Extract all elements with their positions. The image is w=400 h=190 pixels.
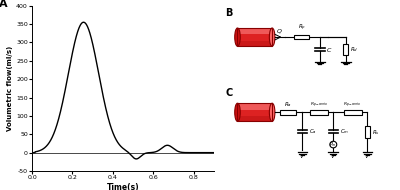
Bar (294, 35, 309, 39)
Text: $V$: $V$ (330, 152, 336, 160)
Bar (238, 28, 272, 34)
Text: $R_{p-anrio}$: $R_{p-anrio}$ (344, 100, 362, 109)
Text: $R_s$: $R_s$ (372, 128, 379, 137)
Text: C: C (225, 88, 233, 97)
Ellipse shape (235, 103, 240, 121)
Text: $V$: $V$ (364, 152, 370, 160)
Text: $V$: $V$ (300, 152, 306, 160)
Text: $C$: $C$ (326, 45, 333, 54)
Bar (365, 126, 370, 138)
Text: $C_a$: $C_a$ (309, 127, 316, 136)
Text: $R_p$: $R_p$ (298, 23, 306, 33)
Bar (344, 110, 362, 115)
Ellipse shape (235, 28, 240, 46)
Bar (238, 116, 272, 121)
Text: $Q$: $Q$ (276, 27, 283, 35)
X-axis label: Time(s): Time(s) (107, 183, 139, 190)
Ellipse shape (269, 103, 275, 121)
Text: $R_d$: $R_d$ (350, 45, 358, 54)
Ellipse shape (269, 28, 275, 46)
Text: $R_a$: $R_a$ (284, 100, 292, 109)
Bar (238, 41, 272, 46)
Bar (310, 110, 328, 115)
Bar (238, 103, 272, 121)
Bar (238, 103, 272, 121)
Bar (280, 110, 296, 115)
Bar (238, 103, 272, 110)
Y-axis label: Volumetric flow(ml/s): Volumetric flow(ml/s) (7, 46, 13, 131)
Circle shape (330, 141, 337, 148)
Bar (343, 44, 348, 55)
Text: $R_{p-anrio}$: $R_{p-anrio}$ (310, 100, 328, 109)
Text: $P_m$: $P_m$ (329, 140, 337, 149)
Text: A: A (0, 0, 8, 9)
Text: B: B (225, 8, 233, 18)
Bar (238, 28, 272, 46)
Bar (238, 28, 272, 46)
Text: $C_m$: $C_m$ (340, 127, 348, 136)
